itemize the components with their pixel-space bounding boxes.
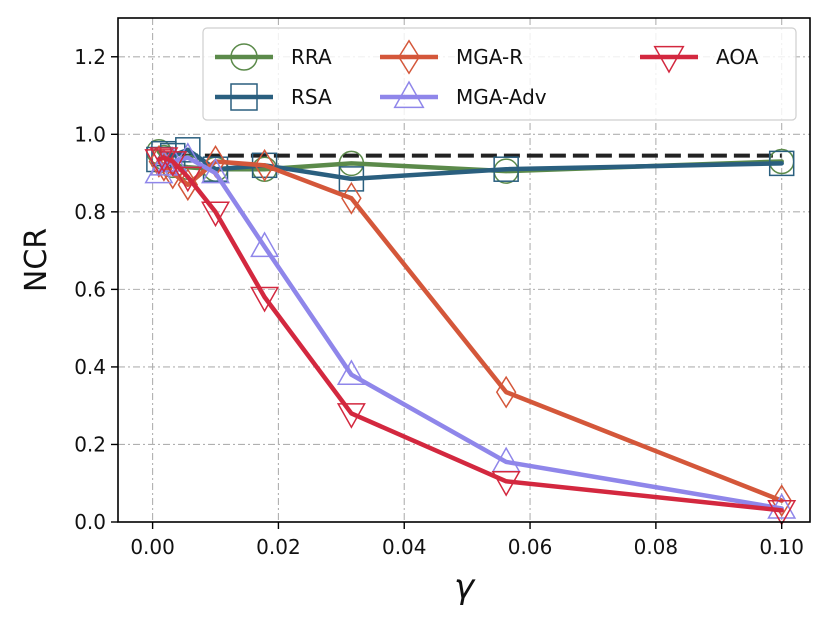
legend: RRA RSA MGA-R MGA-Adv AOA [202, 27, 797, 121]
legend-marker-mga-adv [393, 80, 425, 109]
legend-marker-rra [230, 43, 258, 71]
point-rsa-8 [768, 150, 795, 177]
series-group [144, 137, 797, 526]
series-mga-adv [144, 142, 797, 519]
series-line-aoa [156, 155, 784, 513]
legend-label-rra: RRA [291, 45, 332, 69]
point-aoa-6 [336, 403, 366, 429]
y-tick-label-6: 1.2 [74, 45, 106, 69]
y-tick-label-0: 0.0 [74, 510, 106, 534]
point-mga-adv-4 [201, 157, 230, 184]
point-rsa-7 [493, 156, 519, 182]
y-tick-label-4: 0.8 [74, 200, 106, 224]
x-tick-label-0: 0.00 [130, 535, 175, 559]
series-line-mga-adv [156, 155, 784, 511]
legend-label-mga-r: MGA-R [456, 45, 523, 69]
series-aoa [144, 147, 797, 526]
point-mga-r-6 [341, 181, 362, 215]
point-aoa-5 [250, 286, 280, 313]
x-axis-label: γ [454, 567, 476, 607]
legend-item-mga-adv: MGA-Adv [380, 80, 547, 109]
point-mga-adv-6 [336, 359, 366, 386]
point-mga-r-5 [254, 148, 275, 182]
legend-marker-mga-r [397, 39, 421, 75]
legend-marker-aoa [653, 45, 685, 74]
legend-marker-rsa [230, 83, 258, 111]
x-tick-label-5: 0.10 [759, 535, 804, 559]
point-aoa-2 [158, 151, 188, 177]
point-rsa-6 [338, 166, 365, 192]
legend-label-aoa: AOA [716, 45, 759, 69]
legend-item-mga-r: MGA-R [380, 39, 523, 75]
point-rra-6 [338, 150, 365, 177]
point-aoa-3 [173, 166, 203, 193]
legend-item-aoa: AOA [640, 45, 759, 74]
plot-frame [117, 17, 811, 523]
axis-ticks: 0.00 0.02 0.04 0.06 0.08 0.10 0.0 0.2 0.4 0.6 0.8 1… [74, 45, 804, 559]
point-aoa-4 [201, 201, 230, 228]
series-mga-r [148, 145, 792, 518]
y-tick-label-5: 1.0 [74, 122, 106, 146]
legend-label-mga-adv: MGA-Adv [456, 85, 547, 109]
y-tick-label-2: 0.4 [74, 355, 106, 379]
x-tick-label-3: 0.06 [508, 535, 553, 559]
point-aoa-7 [491, 470, 521, 497]
x-tick-label-1: 0.02 [256, 535, 301, 559]
legend-label-rsa: RSA [291, 85, 332, 109]
y-tick-label-3: 0.6 [74, 277, 106, 301]
point-mga-adv-8 [767, 493, 797, 519]
legend-box [202, 27, 797, 121]
y-tick-label-1: 0.2 [74, 432, 106, 456]
point-mga-adv-1 [149, 149, 179, 176]
legend-item-rra: RRA [215, 43, 332, 71]
point-mga-r-7 [495, 375, 517, 409]
x-tick-label-4: 0.08 [634, 535, 679, 559]
point-mga-r-8 [771, 484, 792, 518]
point-aoa-8 [767, 500, 797, 526]
y-axis-label: NCR [19, 228, 54, 292]
legend-item-rsa: RSA [215, 83, 332, 111]
point-mga-adv-5 [250, 231, 280, 258]
point-aoa-1 [149, 147, 179, 173]
x-tick-label-2: 0.04 [382, 535, 427, 559]
